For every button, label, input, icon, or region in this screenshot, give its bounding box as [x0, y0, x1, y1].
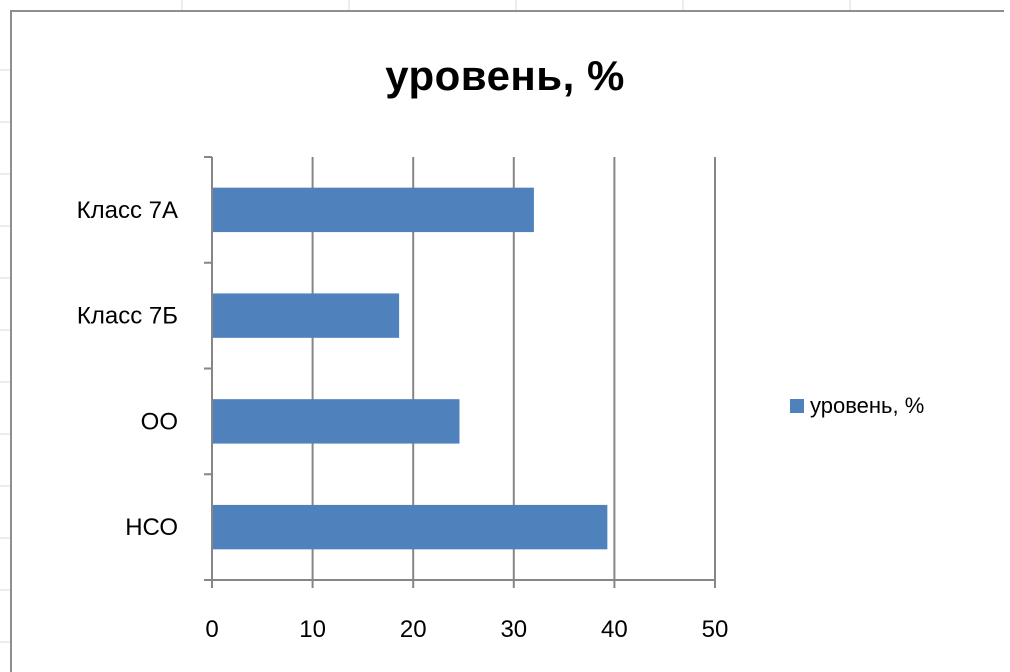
chart-title: уровень, % — [385, 52, 625, 99]
bar-4[interactable] — [212, 504, 608, 550]
y-tick-labels: Класс 7А Класс 7Б ОО НСО — [77, 197, 178, 541]
x-tick-label: 30 — [500, 616, 527, 643]
bar-1[interactable] — [212, 187, 534, 233]
x-tick-label: 50 — [702, 616, 729, 643]
legend-label: уровень, % — [810, 393, 925, 418]
category-label: Класс 7Б — [77, 303, 178, 330]
x-tick-label: 0 — [205, 616, 218, 643]
bar-3[interactable] — [212, 399, 460, 444]
legend: уровень, % — [790, 393, 924, 419]
x-tick-label: 20 — [400, 616, 427, 643]
category-label: Класс 7А — [77, 197, 178, 224]
x-tick-label: 40 — [601, 616, 628, 643]
bar-2[interactable] — [212, 293, 400, 338]
x-tick-labels: 0 10 20 30 40 50 — [205, 616, 728, 643]
chart-area[interactable] — [10, 10, 1004, 672]
bars — [212, 187, 608, 550]
category-label: ОО — [141, 408, 178, 435]
x-tick-label: 10 — [299, 616, 326, 643]
axes — [204, 156, 716, 588]
legend-swatch — [790, 399, 804, 413]
category-label: НСО — [125, 514, 178, 541]
